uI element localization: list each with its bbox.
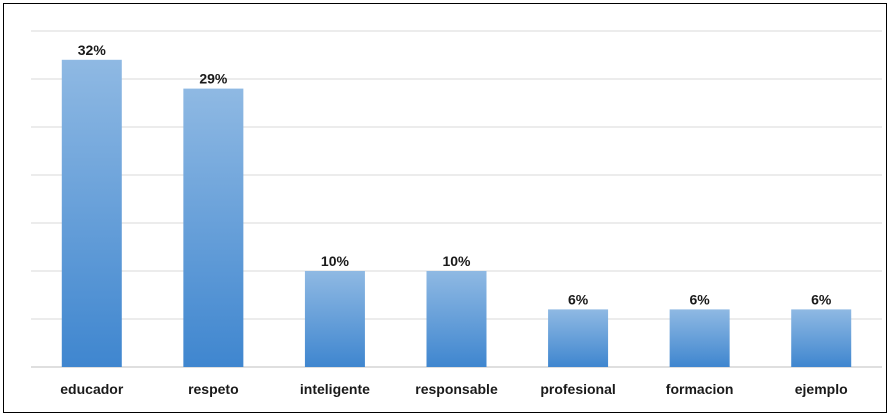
x-tick-ejemplo: ejemplo [795, 381, 848, 397]
x-tick-profesional: profesional [540, 381, 615, 397]
bar-responsable [426, 271, 487, 367]
bar-chart: 32% 29% 10% 10% 6% 6% 6% educador respeto inteli… [31, 30, 882, 397]
chart-frame: 32% 29% 10% 10% 6% 6% 6% educador respeto inteli… [3, 3, 887, 413]
x-tick-formacion: formacion [666, 381, 734, 397]
bar-ejemplo [791, 309, 852, 367]
data-label-respeto: 29% [199, 71, 228, 87]
bar-educador [61, 59, 122, 368]
data-label-formacion: 6% [690, 291, 711, 307]
bar-respeto [183, 88, 244, 367]
x-tick-respeto: respeto [188, 381, 239, 397]
data-label-profesional: 6% [568, 291, 589, 307]
bar-profesional [548, 309, 609, 367]
gridlines [31, 30, 882, 368]
x-tick-responsable: responsable [415, 381, 498, 397]
data-label-responsable: 10% [442, 253, 471, 269]
bar-formacion [669, 309, 730, 367]
data-label-ejemplo: 6% [811, 291, 832, 307]
x-tick-labels: educador respeto inteligente responsable pro… [60, 381, 847, 397]
bar-inteligente [304, 271, 365, 367]
data-labels: 32% 29% 10% 10% 6% 6% 6% [78, 42, 832, 308]
bars [61, 59, 852, 368]
data-label-educador: 32% [78, 42, 107, 58]
x-tick-inteligente: inteligente [300, 381, 370, 397]
data-label-inteligente: 10% [321, 253, 350, 269]
x-tick-educador: educador [60, 381, 124, 397]
